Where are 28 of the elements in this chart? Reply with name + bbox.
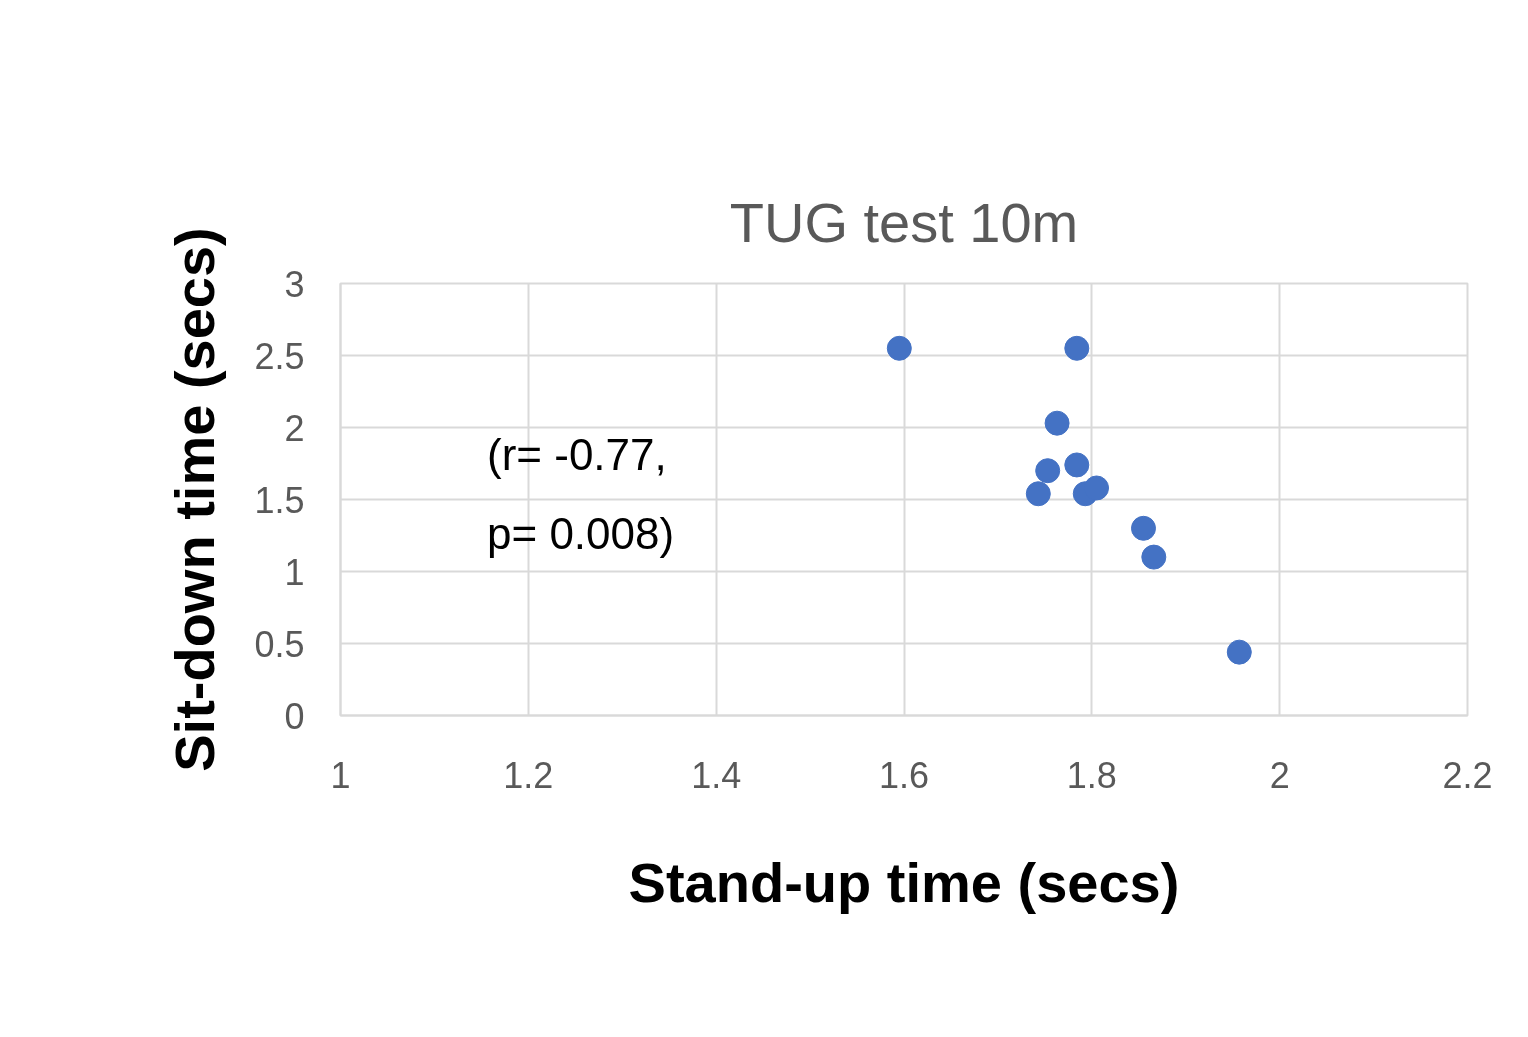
point <box>1226 639 1252 665</box>
point <box>886 335 912 361</box>
x-tick-label: 1.2 <box>503 754 554 796</box>
x-tick-label: 1 <box>330 754 351 796</box>
y-tick-label: 1.5 <box>254 479 305 521</box>
point <box>1025 481 1051 507</box>
y-axis-title: Sit-down time (secs) <box>163 227 227 772</box>
x-tick-label: 2 <box>1269 754 1290 796</box>
y-tick-label: 3 <box>284 263 305 305</box>
y-tick-label: 2 <box>284 407 305 449</box>
x-tick-label: 1.4 <box>691 754 742 796</box>
point <box>1130 515 1156 541</box>
x-axis-title: Stand-up time (secs) <box>628 850 1180 914</box>
x-tick-label: 1.8 <box>1066 754 1117 796</box>
annotation: (r= -0.77, p= 0.008) <box>487 430 675 558</box>
point <box>1064 335 1090 361</box>
point <box>1044 410 1070 436</box>
point <box>1064 452 1090 478</box>
y-tick-label: 1 <box>284 551 305 593</box>
x-tick-label: 2.2 <box>1442 754 1493 796</box>
point <box>1035 458 1061 484</box>
x-tick-label: 1.6 <box>878 754 930 796</box>
y-tick-label: 0.5 <box>254 623 305 665</box>
y-tick-label: 2.5 <box>254 335 305 377</box>
y-tick-label: 0 <box>284 695 305 737</box>
chart-title: TUG test 10m <box>729 190 1079 254</box>
point <box>1141 544 1167 570</box>
point <box>1084 475 1110 501</box>
